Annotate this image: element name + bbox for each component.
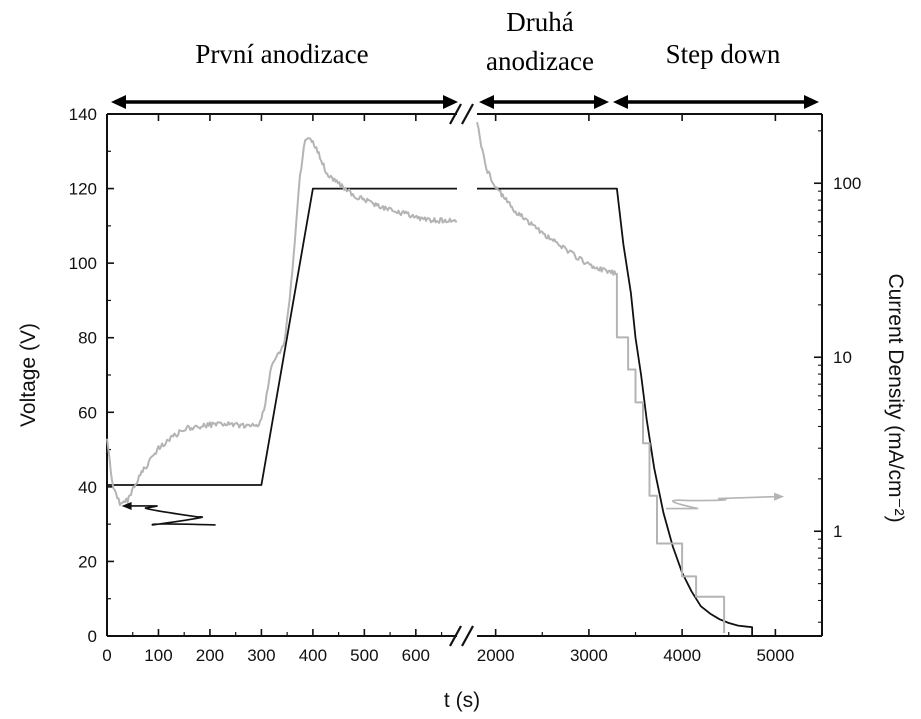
y-left-tick-label: 140 <box>69 105 97 124</box>
y-left-tick-label: 100 <box>69 254 97 273</box>
x-tick-label: 4000 <box>663 646 701 665</box>
axis-break-marks <box>449 103 474 647</box>
axis-break-mark <box>449 103 462 125</box>
x-tick-label: 600 <box>402 646 430 665</box>
current-density-line <box>476 121 726 633</box>
axis-break-mark <box>461 625 474 647</box>
voltage-axis-pointer <box>125 505 216 526</box>
section-label-first-anodization: První anodizace <box>195 39 368 69</box>
section-label-second-anodization-line1: Druhá <box>506 7 573 37</box>
y-left-tick-label: 20 <box>78 552 97 571</box>
x-tick-label: 0 <box>102 646 111 665</box>
y-left-tick-label: 60 <box>78 403 97 422</box>
y-left-tick-label: 40 <box>78 478 97 497</box>
section-label-step-down: Step down <box>666 39 781 69</box>
x-tick-label: 400 <box>299 646 327 665</box>
section-span-arrows <box>111 95 819 109</box>
x-tick-label: 3000 <box>570 646 608 665</box>
y-right-tick-label: 100 <box>833 174 861 193</box>
x-tick-label: 100 <box>144 646 172 665</box>
x-tick-label: 500 <box>350 646 378 665</box>
arrowhead-left <box>613 95 628 109</box>
x-tick-label: 5000 <box>756 646 794 665</box>
axis-break-mark <box>449 625 462 647</box>
current-axis-pointer-arrowhead <box>774 492 785 501</box>
voltage-line <box>477 187 753 636</box>
axis-break-mark <box>461 103 474 125</box>
x-tick-label: 2000 <box>477 646 515 665</box>
voltage-line <box>107 187 457 486</box>
voltage-axis-pointer-arrowhead <box>121 501 132 510</box>
y-left-tick-label: 120 <box>69 180 97 199</box>
y-right-tick-label: 1 <box>833 522 842 541</box>
y-axis-label-left: Voltage (V) <box>17 323 40 427</box>
x-axis-label: t (s) <box>444 689 480 712</box>
arrowhead-left <box>111 95 126 109</box>
arrowhead-right <box>804 95 819 109</box>
x-tick-label: 300 <box>247 646 275 665</box>
y-left-tick-label: 0 <box>88 627 97 646</box>
y-left-tick-label: 80 <box>78 329 97 348</box>
x-tick-label: 200 <box>196 646 224 665</box>
section-label-second-anodization-line2: anodizace <box>486 46 594 76</box>
y-axis-label-right: Current Density (mA/cm⁻²) <box>884 273 907 522</box>
current-axis-pointer <box>666 495 779 510</box>
y-right-tick-label: 10 <box>833 348 852 367</box>
arrowhead-right <box>594 95 609 109</box>
plot-frame <box>106 113 823 637</box>
arrowhead-left <box>479 95 494 109</box>
arrowhead-right <box>443 95 458 109</box>
current-density-line <box>106 137 458 506</box>
